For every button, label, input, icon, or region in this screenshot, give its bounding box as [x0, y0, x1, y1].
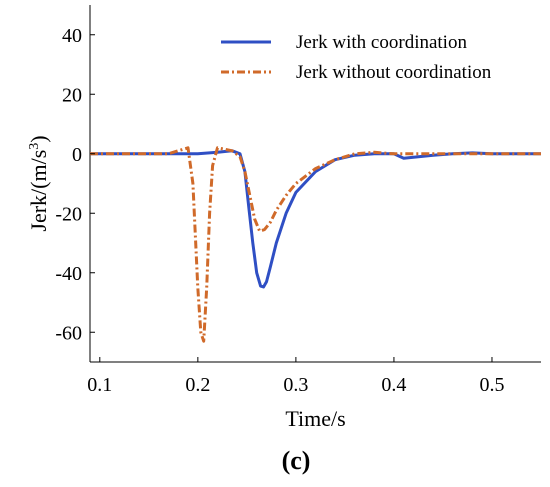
panel-label: (c) — [282, 446, 311, 475]
y-tick-label: -20 — [55, 203, 82, 225]
legend-label-without-coordination: Jerk without coordination — [296, 62, 492, 83]
series-line-without-coordination — [90, 146, 541, 343]
series-layer — [90, 146, 541, 343]
x-tick-label: 0.3 — [283, 374, 308, 396]
x-tick-label: 0.4 — [381, 374, 406, 396]
ticks: 0.1 0.2 0.3 0.4 0.5 -60 -40 -20 0 20 40 — [55, 25, 504, 396]
y-tick-label: 20 — [62, 84, 82, 106]
y-axis-label-close: ) — [26, 135, 51, 142]
series-line-with-coordination — [90, 149, 541, 289]
y-axis-label: Jerk/(m/s3) — [26, 135, 51, 231]
axes — [89, 5, 541, 363]
y-tick-label: -40 — [55, 263, 82, 285]
y-tick-label: 0 — [72, 144, 82, 166]
x-axis-label: Time/s — [285, 406, 345, 431]
y-tick-label: 40 — [62, 25, 82, 47]
x-tick-label: 0.2 — [185, 374, 210, 396]
y-axis-label-main: Jerk/(m/s — [26, 150, 51, 232]
y-tick-label: -60 — [55, 322, 82, 344]
legend-label-with-coordination: Jerk with coordination — [296, 32, 467, 53]
x-tick-label: 0.5 — [479, 374, 504, 396]
x-tick-label: 0.1 — [87, 374, 112, 396]
y-axis-label-superscript: 3 — [27, 143, 42, 150]
legend: Jerk with coordination Jerk without coor… — [221, 32, 492, 83]
